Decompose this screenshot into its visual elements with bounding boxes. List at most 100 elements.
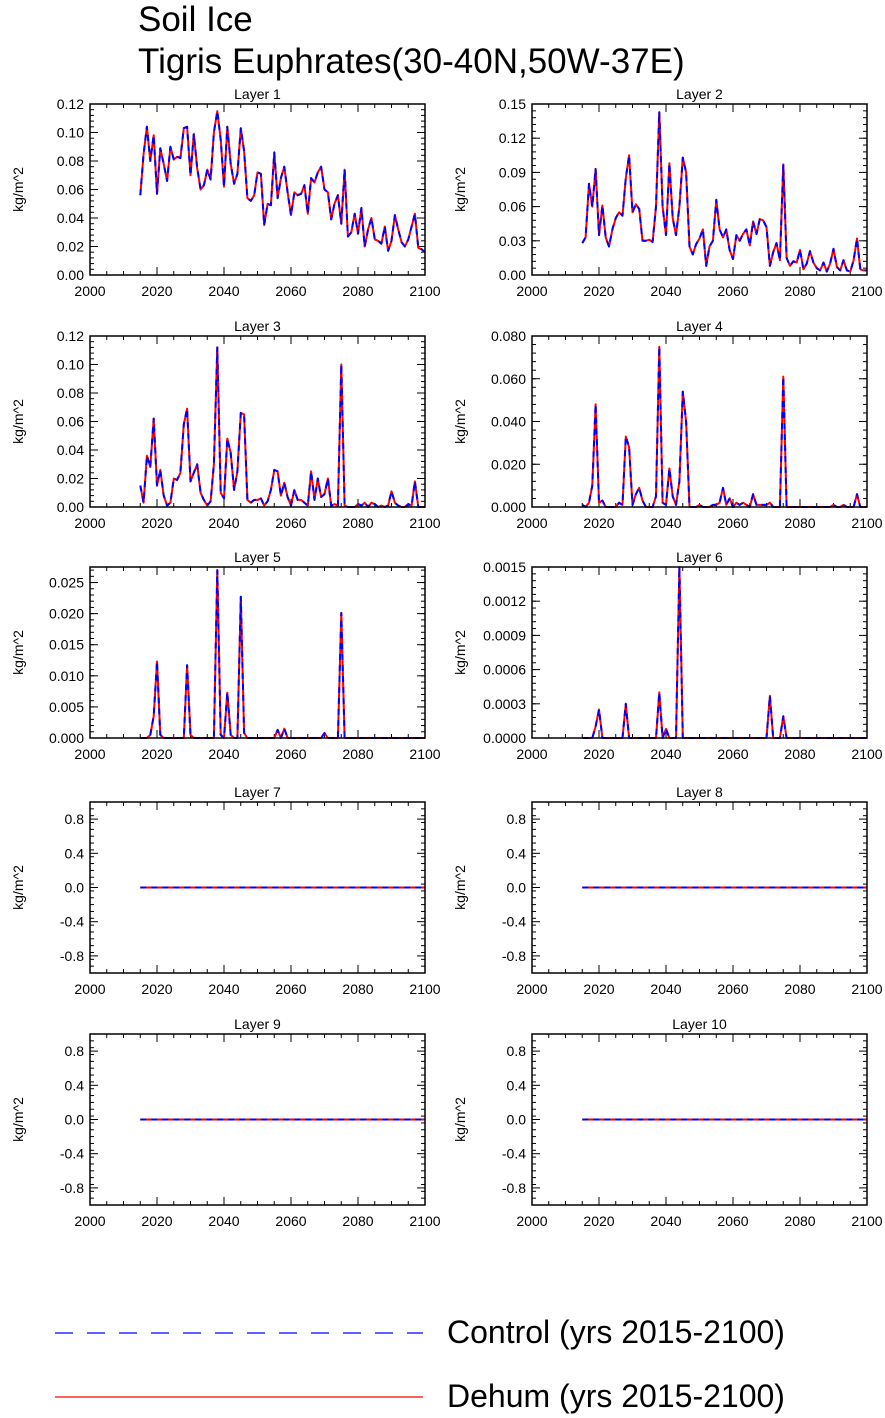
layer-9-ytick-label: 0.8 (65, 1043, 85, 1059)
layer-4-ytick-label: 0.040 (491, 414, 526, 430)
layer-4-xtick-label: 2060 (717, 515, 748, 531)
layer-4-ytick-label: 0.080 (491, 328, 526, 344)
chart-subtitle: Tigris Euphrates(30-40N,50W-37E) (138, 42, 685, 81)
layer-3-xtick-label: 2020 (141, 515, 172, 531)
layer-8-xtick-label: 2000 (516, 981, 547, 997)
layer-2-ytick-label: 0.03 (499, 233, 526, 249)
layer-9-ylabel: kg/m^2 (10, 1097, 26, 1142)
layer-7-xtick-label: 2040 (208, 981, 239, 997)
layer-4-panel: Layer 4 kg/m^2 2000 2020 2040 2060 2080 2100 0.0… (452, 318, 883, 531)
layer-7-xtick-label: 2000 (74, 981, 105, 997)
layer-4-dehum-line (581, 345, 867, 508)
layer-9-ytick-label: -0.8 (60, 1180, 84, 1196)
layer-1-ytick-label: 0.12 (57, 96, 84, 112)
layer-1-ylabel: kg/m^2 (10, 167, 26, 212)
layer-7-ytick-label: 0.0 (65, 880, 85, 896)
layer-9-ytick-label: 0.4 (65, 1077, 85, 1093)
layer-6-ytick-label: 0.0000 (483, 730, 526, 746)
layer-10-ytick-label: -0.8 (502, 1180, 526, 1196)
layer-8-ylabel: kg/m^2 (452, 865, 468, 910)
layer-7-ytick-label: -0.4 (60, 914, 84, 930)
layer-4-frame (531, 335, 868, 508)
layer-5-control-line (140, 569, 425, 739)
layer-10-ylabel: kg/m^2 (452, 1097, 468, 1142)
layer-3-ylabel: kg/m^2 (10, 399, 26, 444)
layer-2-ylabel: kg/m^2 (452, 167, 468, 212)
chart-title: Soil Ice (138, 0, 253, 39)
layer-5-dehum-line (140, 569, 425, 739)
layer-4-xtick-label: 2100 (851, 515, 882, 531)
layer-6-xtick-label: 2040 (650, 746, 681, 762)
layer-5-xtick-label: 2000 (74, 746, 105, 762)
layer-5-ytick-label: 0.025 (49, 575, 84, 591)
layer-9-xtick-label: 2100 (409, 1213, 440, 1229)
layer-8-xtick-label: 2040 (650, 981, 681, 997)
layer-2-ytick-label: 0.00 (499, 267, 526, 283)
layer-2-ytick-label: 0.06 (499, 199, 526, 215)
legend-swatch-control (55, 1332, 423, 1334)
layer-8-ytick-label: 0.8 (507, 811, 527, 827)
layer-10-xtick-label: 2060 (717, 1213, 748, 1229)
layer-2-frame (531, 103, 868, 276)
layer-4-xtick-label: 2020 (583, 515, 614, 531)
layer-1-xtick-label: 2040 (208, 283, 239, 299)
layer-10-xtick-label: 2100 (851, 1213, 882, 1229)
layer-1-xtick-label: 2080 (342, 283, 373, 299)
layer-4-title: Layer 4 (676, 318, 723, 334)
layer-7-ytick-label: 0.4 (65, 845, 85, 861)
layer-5-ytick-label: 0.005 (49, 699, 84, 715)
layer-7-xtick-label: 2060 (275, 981, 306, 997)
layer-1-ytick-label: 0.06 (57, 182, 84, 198)
layer-10-ytick-label: -0.4 (502, 1146, 526, 1162)
layer-10-frame (531, 1033, 868, 1206)
layer-3-xtick-label: 2080 (342, 515, 373, 531)
layer-10-title: Layer 10 (672, 1016, 727, 1032)
layer-9-frame (89, 1033, 426, 1206)
layer-3-xtick-label: 2040 (208, 515, 239, 531)
layer-9-xtick-label: 2080 (342, 1213, 373, 1229)
layer-3-frame (89, 335, 426, 508)
layer-1-xtick-label: 2060 (275, 283, 306, 299)
layer-4-xtick-label: 2040 (650, 515, 681, 531)
layer-9-xtick-label: 2040 (208, 1213, 239, 1229)
layer-8-ytick-label: 0.0 (507, 880, 527, 896)
layer-8-xtick-label: 2060 (717, 981, 748, 997)
legend-label-dehum: Dehum (yrs 2015-2100) (447, 1378, 785, 1414)
layer-6-ytick-label: 0.0012 (483, 593, 526, 609)
layer-1-ytick-label: 0.04 (57, 210, 84, 226)
layer-3-ytick-label: 0.10 (57, 357, 84, 373)
layer-2-ytick-label: 0.09 (499, 164, 526, 180)
layer-6-ytick-label: 0.0003 (483, 696, 526, 712)
layer-7-ytick-label: -0.8 (60, 948, 84, 964)
layer-5-ytick-label: 0.015 (49, 637, 84, 653)
layer-2-ytick-label: 0.15 (499, 96, 526, 112)
layer-2-xtick-label: 2100 (851, 283, 882, 299)
layer-4-ytick-label: 0.020 (491, 456, 526, 472)
layer-5-title: Layer 5 (234, 549, 281, 565)
layer-3-xtick-label: 2000 (74, 515, 105, 531)
layer-5-xtick-label: 2020 (141, 746, 172, 762)
layer-6-ytick-label: 0.0015 (483, 559, 526, 575)
layer-2-xtick-label: 2040 (650, 283, 681, 299)
layer-8-panel: Layer 8 kg/m^2 2000 2020 2040 2060 2080 2100 -0.… (452, 784, 883, 997)
layer-6-ytick-label: 0.0009 (483, 627, 526, 643)
layer-9-xtick-label: 2000 (74, 1213, 105, 1229)
layer-9-title: Layer 9 (234, 1016, 281, 1032)
layer-3-ytick-label: 0.12 (57, 328, 84, 344)
layer-9-ytick-label: -0.4 (60, 1146, 84, 1162)
layer-10-xtick-label: 2020 (583, 1213, 614, 1229)
layer-5-ytick-label: 0.000 (49, 730, 84, 746)
layer-5-ytick-label: 0.020 (49, 606, 84, 622)
layer-9-panel: Layer 9 kg/m^2 2000 2020 2040 2060 2080 2100 -0.… (10, 1016, 441, 1229)
layer-8-frame (531, 801, 868, 974)
layer-4-xtick-label: 2080 (784, 515, 815, 531)
layer-4-ylabel: kg/m^2 (452, 399, 468, 444)
layer-5-xtick-label: 2080 (342, 746, 373, 762)
layer-1-xtick-label: 2100 (409, 283, 440, 299)
layer-3-xtick-label: 2060 (275, 515, 306, 531)
layer-6-title: Layer 6 (676, 549, 723, 565)
layer-10-xtick-label: 2040 (650, 1213, 681, 1229)
layer-8-title: Layer 8 (676, 784, 723, 800)
layer-1-dehum-line (139, 110, 426, 253)
legend-swatch-dehum (55, 1396, 423, 1398)
